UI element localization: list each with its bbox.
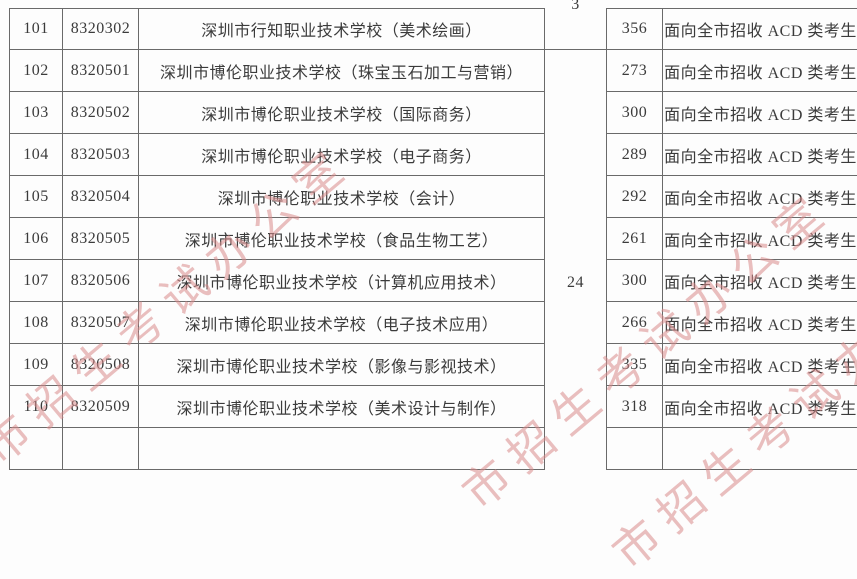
- merged-partial-digit: 3: [571, 0, 580, 13]
- row-number-cell: 102: [10, 50, 63, 92]
- school-name-cell: 深圳市博伦职业技术学校（电子技术应用）: [139, 302, 545, 344]
- table-top-border-right: [606, 8, 857, 9]
- row-number-cell: 103: [10, 92, 63, 134]
- scope-cell: 面向全市招收 ACD 类考生: [663, 218, 857, 260]
- plan-code-cell: 8320503: [63, 134, 139, 176]
- score-cell: 300: [607, 92, 663, 134]
- row-number-cell: 105: [10, 176, 63, 218]
- merged-group-count-cell: 24: [545, 50, 607, 470]
- scope-cell: 面向全市招收 ACD 类考生: [663, 176, 857, 218]
- row-number-cell: 101: [10, 8, 63, 50]
- next-row-stub-cell: [607, 428, 663, 470]
- row-number-cell: 108: [10, 302, 63, 344]
- scope-cell: 面向全市招收 ACD 类考生: [663, 302, 857, 344]
- row-number-cell: 104: [10, 134, 63, 176]
- row-number-cell: 106: [10, 218, 63, 260]
- score-cell: 289: [607, 134, 663, 176]
- plan-code-cell: 8320508: [63, 344, 139, 386]
- score-cell: 266: [607, 302, 663, 344]
- school-name-cell: 深圳市博伦职业技术学校（食品生物工艺）: [139, 218, 545, 260]
- score-cell: 318: [607, 386, 663, 428]
- table-top-border-left: [9, 8, 544, 9]
- scope-cell: 面向全市招收 ACD 类考生: [663, 260, 857, 302]
- plan-code-cell: 8320302: [63, 8, 139, 50]
- plan-code-cell: 8320501: [63, 50, 139, 92]
- row-number-cell: 107: [10, 260, 63, 302]
- school-name-cell: 深圳市行知职业技术学校（美术绘画）: [139, 8, 545, 50]
- scope-cell: 面向全市招收 ACD 类考生: [663, 8, 857, 50]
- school-name-cell: 深圳市博伦职业技术学校（美术设计与制作）: [139, 386, 545, 428]
- plan-code-cell: 8320509: [63, 386, 139, 428]
- score-cell: 300: [607, 260, 663, 302]
- school-name-cell: 深圳市博伦职业技术学校（珠宝玉石加工与营销）: [139, 50, 545, 92]
- plan-code-cell: 8320504: [63, 176, 139, 218]
- next-row-stub-cell: [663, 428, 857, 470]
- plan-code-cell: 8320502: [63, 92, 139, 134]
- next-row-stub-cell: [139, 428, 545, 470]
- scope-cell: 面向全市招收 ACD 类考生: [663, 50, 857, 92]
- score-cell: 292: [607, 176, 663, 218]
- scope-cell: 面向全市招收 ACD 类考生: [663, 92, 857, 134]
- scope-cell: 面向全市招收 ACD 类考生: [663, 134, 857, 176]
- school-name-cell: 深圳市博伦职业技术学校（会计）: [139, 176, 545, 218]
- school-name-cell: 深圳市博伦职业技术学校（影像与影视技术）: [139, 344, 545, 386]
- plan-code-cell: 8320506: [63, 260, 139, 302]
- scope-cell: 面向全市招收 ACD 类考生: [663, 386, 857, 428]
- score-cell: 335: [607, 344, 663, 386]
- school-name-cell: 深圳市博伦职业技术学校（国际商务）: [139, 92, 545, 134]
- scope-cell: 面向全市招收 ACD 类考生: [663, 344, 857, 386]
- school-name-cell: 深圳市博伦职业技术学校（电子商务）: [139, 134, 545, 176]
- row-number-cell: 109: [10, 344, 63, 386]
- plan-code-cell: 8320505: [63, 218, 139, 260]
- score-cell: 356: [607, 8, 663, 50]
- score-cell: 261: [607, 218, 663, 260]
- next-row-stub-cell: [63, 428, 139, 470]
- row-number-cell: 110: [10, 386, 63, 428]
- school-name-cell: 深圳市博伦职业技术学校（计算机应用技术）: [139, 260, 545, 302]
- merged-group-cell-top: 3: [545, 0, 607, 50]
- plan-code-cell: 8320507: [63, 302, 139, 344]
- score-cell: 273: [607, 50, 663, 92]
- admission-score-table: 3 24 101 8320302 深圳市行知职业技术学校（美术绘画） 356 面…: [9, 0, 857, 470]
- next-row-stub-cell: [10, 428, 63, 470]
